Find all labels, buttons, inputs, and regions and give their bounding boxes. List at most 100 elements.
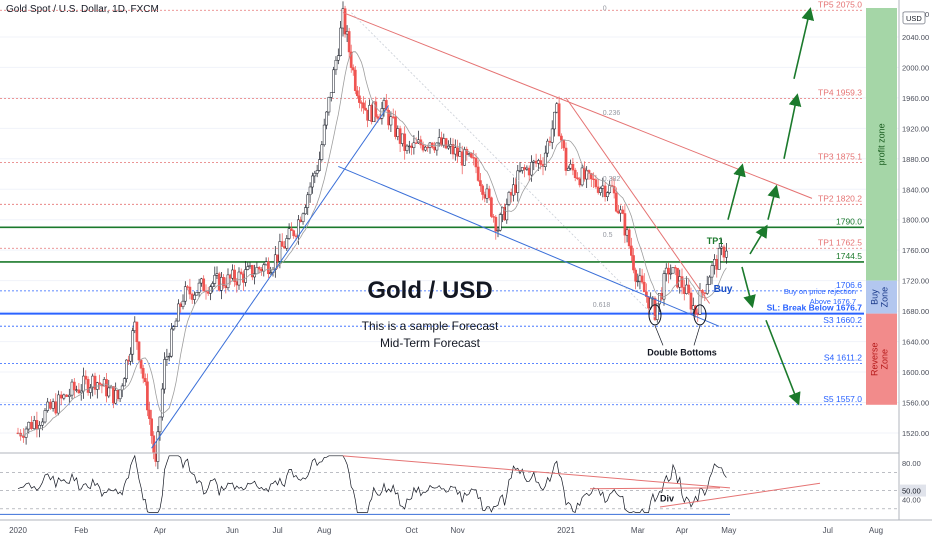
candle-body bbox=[717, 248, 721, 270]
moving-average-line bbox=[17, 51, 727, 437]
candle-body bbox=[627, 229, 631, 247]
candle-body bbox=[255, 267, 259, 275]
candle-body bbox=[696, 313, 700, 315]
time-tick-label: Apr bbox=[154, 526, 167, 535]
candle-body bbox=[122, 378, 126, 387]
candle-body bbox=[606, 192, 609, 197]
zone-label: Buy bbox=[870, 289, 880, 305]
candle-body bbox=[555, 103, 559, 113]
currency-badge bbox=[902, 11, 926, 25]
text-layer: 0 0.236 0.382 0.5 0.618 Gold / USD This is a s… bbox=[362, 6, 856, 358]
fib-label: 0.236 bbox=[603, 110, 621, 117]
osc-value-label: 50.00 bbox=[902, 487, 921, 496]
price-level-label: 1706.6 bbox=[836, 280, 862, 290]
candle-body bbox=[334, 59, 338, 71]
candle-body bbox=[671, 267, 675, 274]
price-level-label: 1790.0 bbox=[836, 216, 862, 226]
candle-body bbox=[710, 265, 714, 278]
candle-body bbox=[705, 284, 709, 294]
time-tick-label: 2021 bbox=[557, 526, 575, 535]
candle-body bbox=[664, 267, 668, 274]
price-level-label: TP1 1762.5 bbox=[818, 237, 862, 247]
candle-body bbox=[537, 160, 540, 164]
candle-body bbox=[518, 170, 522, 172]
price-tick-label: 2000.00 bbox=[902, 63, 929, 72]
candle-body bbox=[687, 284, 691, 294]
price-level-label: TP5 2075.0 bbox=[818, 0, 862, 9]
candle-body bbox=[206, 291, 210, 294]
fib-label: 0.618 bbox=[593, 302, 611, 309]
candle-body bbox=[131, 330, 135, 355]
candle-body bbox=[516, 170, 520, 193]
candle-body bbox=[685, 284, 688, 294]
candle-body bbox=[57, 394, 60, 414]
candle-body bbox=[539, 160, 543, 165]
candle-body bbox=[608, 185, 612, 193]
buy-note: Buy on price rejection bbox=[784, 287, 856, 296]
candle-body bbox=[165, 356, 169, 360]
fib-label: 0.5 bbox=[603, 232, 613, 239]
candle-body bbox=[527, 167, 531, 176]
candle-body bbox=[32, 420, 36, 429]
oscillator-layer: Div bbox=[0, 454, 899, 515]
candle-body bbox=[167, 355, 171, 358]
candle-body bbox=[412, 142, 416, 148]
candle-body bbox=[174, 320, 178, 327]
time-tick-label: Oct bbox=[405, 526, 418, 535]
price-axis-bg bbox=[899, 0, 932, 550]
candle-body bbox=[483, 194, 487, 199]
candle-body bbox=[569, 163, 572, 169]
chart-title: Gold / USD bbox=[367, 277, 492, 304]
candle-body bbox=[89, 387, 92, 393]
candle-body bbox=[594, 179, 598, 188]
candle-body bbox=[447, 145, 450, 149]
candle-body bbox=[102, 379, 106, 387]
candle-body bbox=[62, 394, 66, 399]
candle-body bbox=[576, 177, 579, 180]
candle-body bbox=[476, 166, 480, 181]
candle-body bbox=[46, 401, 50, 411]
candle-body bbox=[183, 286, 187, 302]
candle-body bbox=[233, 269, 236, 282]
candle-body bbox=[43, 410, 47, 423]
candle-body bbox=[573, 169, 577, 179]
double-bottom-circle bbox=[648, 304, 662, 326]
candle-body bbox=[172, 326, 176, 330]
candle-body bbox=[492, 216, 495, 218]
candle-body bbox=[235, 281, 239, 286]
fib-label: 0.382 bbox=[603, 176, 621, 183]
buy-note: Above 1676.7 bbox=[810, 297, 856, 306]
candle-body bbox=[141, 368, 145, 379]
forecast-arrow bbox=[727, 163, 746, 220]
candle-body bbox=[297, 219, 300, 237]
chart-subtitle: Mid-Term Forecast bbox=[380, 336, 481, 350]
candle-body bbox=[722, 246, 726, 258]
candle-body bbox=[550, 128, 554, 143]
price-level-label: TP3 1875.1 bbox=[818, 152, 862, 162]
candle-body bbox=[410, 145, 413, 148]
price-tick-label: 1920.00 bbox=[902, 124, 929, 133]
candle-body bbox=[571, 163, 575, 171]
candle-body bbox=[523, 167, 526, 170]
candle-body bbox=[137, 341, 141, 361]
candle-body bbox=[285, 238, 289, 249]
blue-trendline bbox=[151, 105, 390, 449]
level-layer: TP5 2075.0 TP4 1959.3 TP3 1875.1 TP2 1820.2… bbox=[0, 0, 864, 406]
candle-body bbox=[27, 421, 31, 430]
price-tick-label: 2040.00 bbox=[902, 33, 929, 42]
candle-body bbox=[239, 271, 243, 275]
candle-body bbox=[292, 230, 296, 237]
candle-body bbox=[211, 283, 214, 288]
candle-body bbox=[634, 269, 637, 282]
candle-layer bbox=[16, 1, 728, 470]
candle-body bbox=[460, 151, 464, 166]
candle-body bbox=[437, 137, 441, 144]
candle-body bbox=[30, 421, 33, 429]
price-tick-label: 1640.00 bbox=[902, 338, 929, 347]
forecast-arrow bbox=[749, 224, 768, 255]
candle-body bbox=[339, 27, 342, 56]
zone-label: Zone bbox=[880, 287, 890, 308]
candle-body bbox=[51, 401, 55, 409]
candle-body bbox=[242, 273, 245, 283]
